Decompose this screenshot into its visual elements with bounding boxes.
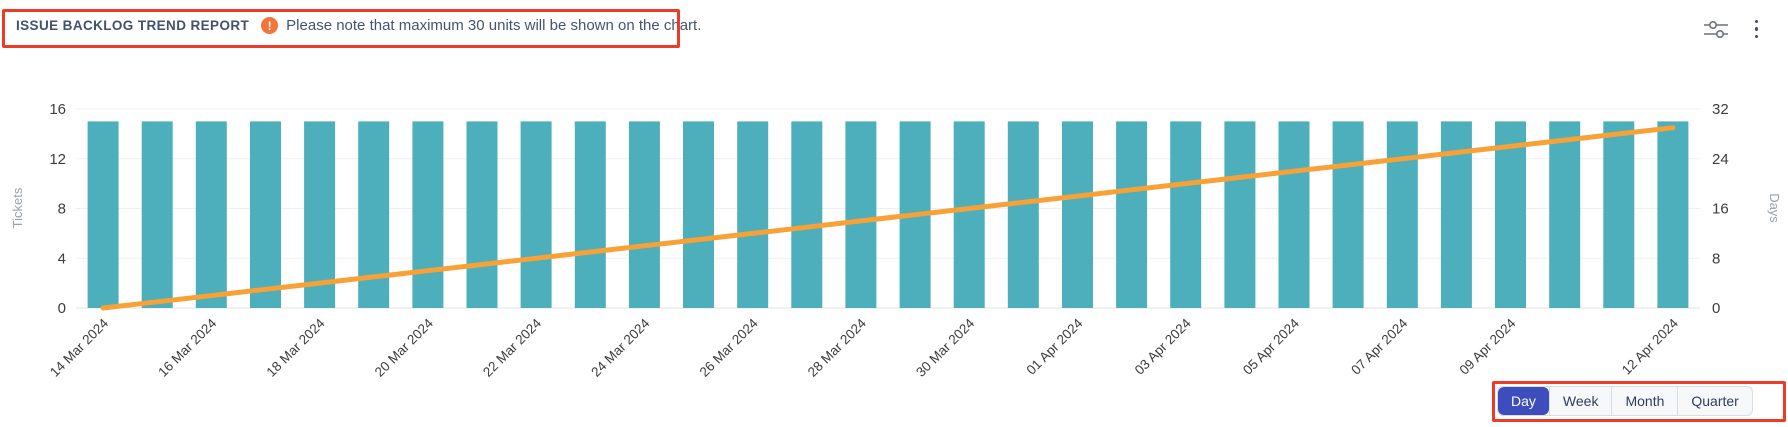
bar-07 Apr 2024 (1386, 121, 1418, 309)
bar-10 Apr 2024 (1549, 121, 1581, 309)
note-text: Please note that maximum 30 units will b… (286, 17, 702, 34)
bar-25 Mar 2024 (683, 121, 714, 309)
svg-text:12 Apr 2024: 12 Apr 2024 (1619, 315, 1681, 377)
alert-circle-icon: ! (261, 17, 279, 34)
period-button-quarter[interactable]: Quarter (1677, 387, 1751, 415)
max-units-note: ! Please note that maximum 30 units will… (261, 17, 701, 34)
period-button-day[interactable]: Day (1498, 387, 1549, 415)
bar-09 Apr 2024 (1495, 121, 1526, 309)
svg-text:01 Apr 2024: 01 Apr 2024 (1024, 315, 1086, 377)
svg-text:24: 24 (1712, 151, 1729, 168)
kebab-menu-icon[interactable] (1749, 18, 1765, 41)
svg-text:16 Mar 2024: 16 Mar 2024 (155, 315, 220, 380)
svg-text:05 Apr 2024: 05 Apr 2024 (1240, 315, 1302, 377)
svg-text:20 Mar 2024: 20 Mar 2024 (372, 315, 437, 380)
page-title: ISSUE BACKLOG TREND REPORT (16, 18, 250, 33)
bar-17 Mar 2024 (250, 121, 281, 309)
svg-text:09 Apr 2024: 09 Apr 2024 (1457, 315, 1519, 377)
svg-text:32: 32 (1712, 101, 1729, 118)
bar-21 Mar 2024 (466, 121, 498, 309)
period-toggle-group: Day Week Month Quarter (1497, 386, 1753, 416)
bar-04 Apr 2024 (1224, 121, 1256, 309)
svg-text:03 Apr 2024: 03 Apr 2024 (1132, 315, 1194, 377)
svg-text:24 Mar 2024: 24 Mar 2024 (588, 315, 653, 380)
sliders-filter-icon[interactable] (1703, 16, 1729, 42)
svg-text:30 Mar 2024: 30 Mar 2024 (913, 315, 978, 380)
svg-text:8: 8 (1712, 250, 1720, 267)
bar-06 Apr 2024 (1332, 121, 1364, 309)
bar-27 Mar 2024 (791, 121, 823, 309)
svg-text:Tickets: Tickets (10, 187, 25, 228)
bar-02 Apr 2024 (1116, 121, 1148, 309)
bar-14 Mar 2024 (87, 121, 119, 309)
chart-toolbar (1703, 16, 1765, 42)
bar-28 Mar 2024 (845, 121, 877, 309)
svg-text:16: 16 (49, 101, 66, 118)
svg-text:16: 16 (1712, 201, 1729, 218)
svg-text:18 Mar 2024: 18 Mar 2024 (264, 315, 329, 380)
svg-text:0: 0 (58, 300, 66, 317)
bar-30 Mar 2024 (953, 121, 985, 309)
svg-text:07 Apr 2024: 07 Apr 2024 (1348, 315, 1410, 377)
bar-22 Mar 2024 (520, 121, 552, 309)
svg-text:4: 4 (58, 250, 66, 267)
bar-20 Mar 2024 (412, 121, 444, 309)
bar-05 Apr 2024 (1278, 121, 1310, 309)
bar-18 Mar 2024 (304, 121, 336, 309)
svg-text:26 Mar 2024: 26 Mar 2024 (697, 315, 762, 380)
bar-03 Apr 2024 (1170, 121, 1202, 309)
period-button-week[interactable]: Week (1548, 387, 1612, 415)
period-button-month[interactable]: Month (1611, 387, 1677, 415)
bar-15 Mar 2024 (141, 121, 173, 309)
svg-text:22 Mar 2024: 22 Mar 2024 (480, 315, 545, 380)
bar-26 Mar 2024 (737, 121, 769, 309)
svg-text:14 Mar 2024: 14 Mar 2024 (47, 315, 112, 380)
bar-24 Mar 2024 (628, 121, 660, 309)
bar-23 Mar 2024 (574, 121, 606, 309)
bar-01 Apr 2024 (1062, 121, 1093, 309)
bar-12 Apr 2024 (1657, 121, 1689, 309)
svg-text:28 Mar 2024: 28 Mar 2024 (805, 315, 870, 380)
report-header: ISSUE BACKLOG TREND REPORT ! Please note… (16, 17, 701, 34)
svg-text:12: 12 (49, 151, 66, 168)
svg-text:Days: Days (1767, 193, 1782, 223)
bar-16 Mar 2024 (195, 121, 227, 309)
svg-text:0: 0 (1712, 300, 1720, 317)
svg-text:8: 8 (58, 201, 66, 218)
bar-11 Apr 2024 (1603, 121, 1635, 309)
bar-31 Mar 2024 (1007, 121, 1039, 309)
